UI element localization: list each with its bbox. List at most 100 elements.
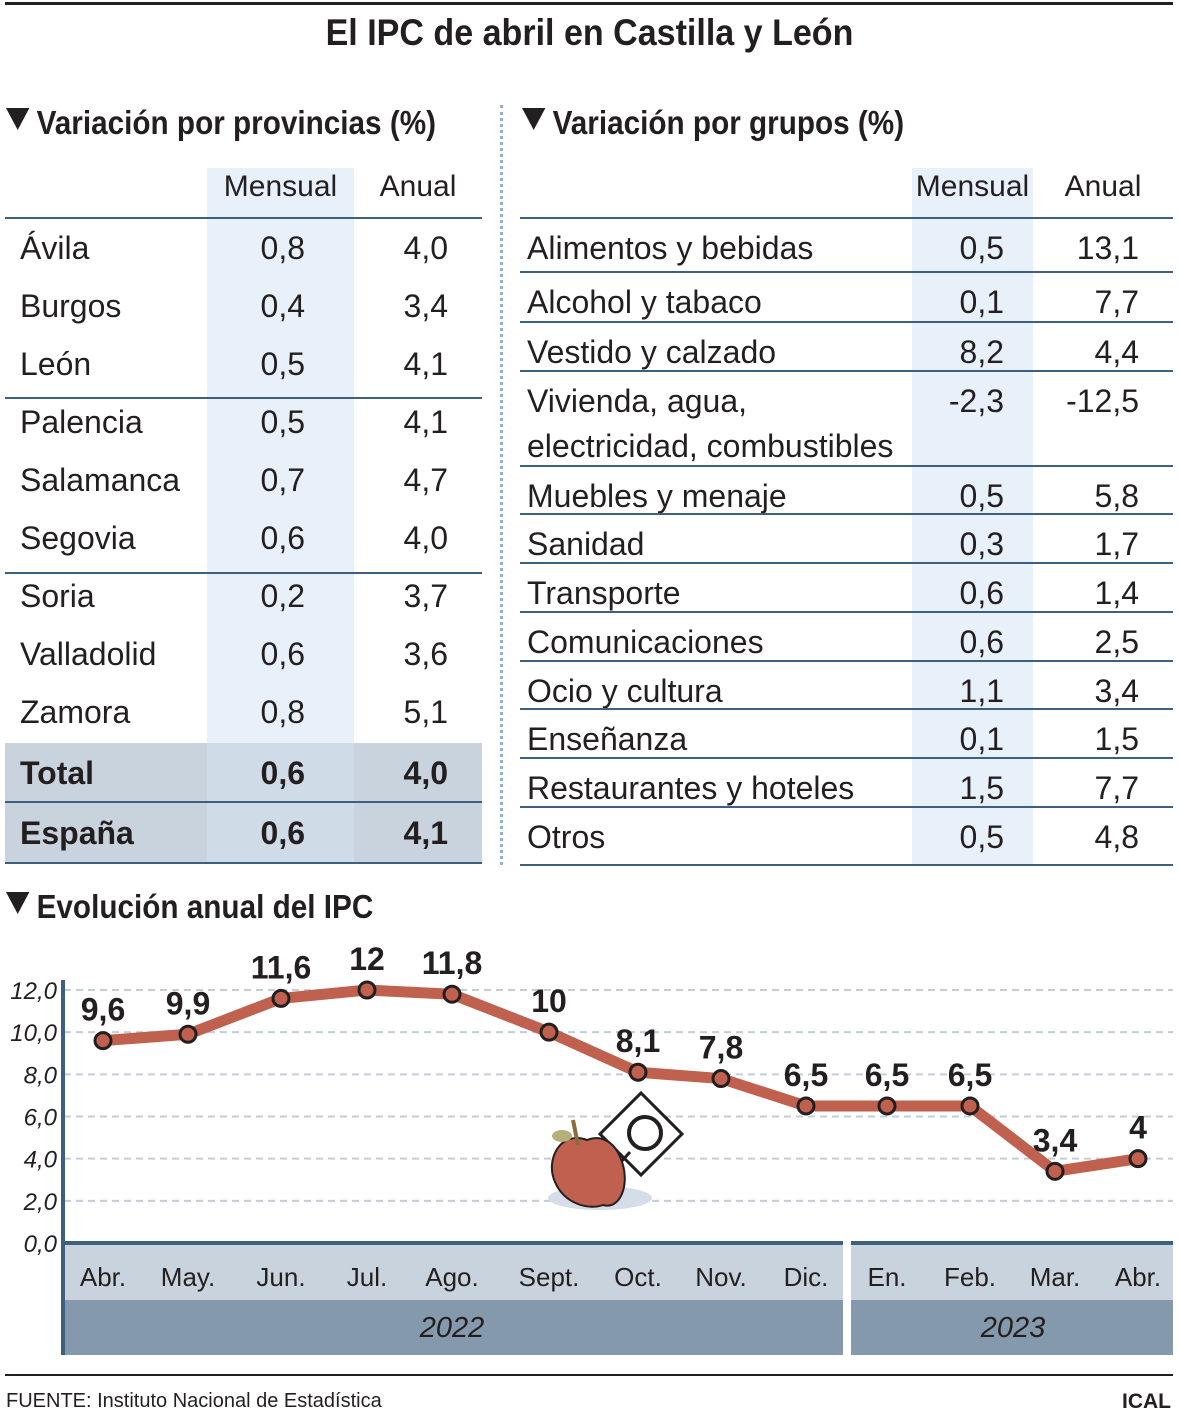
data-point <box>960 1096 980 1116</box>
mensual-value: 0,6 <box>260 636 305 672</box>
total-mensual: 0,6 <box>260 755 305 791</box>
group-name: Comunicaciones <box>527 624 764 660</box>
mensual-value: -2,3 <box>948 383 1004 419</box>
apple-euro-illustration <box>548 1090 685 1210</box>
espana-anual: 4,1 <box>403 815 448 851</box>
group-name-line2: electricidad, combustibles <box>527 428 894 464</box>
anual-value: 4,1 <box>403 404 448 440</box>
data-point <box>877 1096 897 1116</box>
data-label: 9,6 <box>81 992 125 1028</box>
data-label: 7,8 <box>699 1030 743 1066</box>
divider <box>500 105 503 865</box>
row-divider <box>520 660 1173 662</box>
group-name: Alimentos y bebidas <box>527 230 814 266</box>
x-tick-label: Oct. <box>614 1262 662 1292</box>
mensual-value: 0,8 <box>260 230 305 266</box>
data-label: 4 <box>1129 1110 1147 1146</box>
column-header-mensual: Mensual <box>223 170 338 203</box>
anual-value: 1,5 <box>1094 721 1139 757</box>
source-text: FUENTE: Instituto Nacional de Estadístic… <box>6 1390 382 1412</box>
mensual-value: 0,8 <box>260 694 305 730</box>
year-gap <box>843 1241 851 1357</box>
mensual-value: 0,5 <box>260 346 305 382</box>
total-anual: 4,0 <box>403 755 448 791</box>
mensual-value: 0,5 <box>959 230 1004 266</box>
anual-value: 13,1 <box>1076 230 1139 266</box>
year-band <box>62 1300 843 1355</box>
anual-value: 3,4 <box>1094 673 1139 709</box>
triangle-down-icon <box>6 892 30 914</box>
row-divider <box>5 572 482 574</box>
bottom-rule <box>5 1374 1173 1376</box>
mensual-value: 0,5 <box>959 478 1004 514</box>
row-divider <box>520 757 1173 759</box>
mensual-value: 0,4 <box>260 288 305 324</box>
mensual-value: 1,1 <box>959 673 1004 709</box>
province-name: Ávila <box>20 230 90 266</box>
row-divider <box>520 708 1173 710</box>
data-label: 6,5 <box>865 1057 909 1093</box>
x-tick-label: En. <box>867 1262 906 1292</box>
x-tick-label: Abr. <box>80 1262 126 1292</box>
group-name: Sanidad <box>527 526 645 562</box>
row-divider <box>5 862 482 864</box>
row-divider <box>520 321 1173 323</box>
anual-value: 5,8 <box>1094 478 1139 514</box>
x-tick-label: Abr. <box>1115 1262 1161 1292</box>
anual-value: 4,0 <box>403 230 448 266</box>
data-point <box>442 984 462 1004</box>
data-point <box>1045 1161 1065 1181</box>
group-name: Vivienda, agua, <box>527 383 748 419</box>
anual-value: 4,7 <box>403 462 448 498</box>
data-point <box>1128 1149 1148 1169</box>
column-header-anual: Anual <box>1064 170 1142 203</box>
page-title: El IPC de abril en Castilla y León <box>325 12 854 53</box>
row-divider <box>5 801 482 803</box>
province-name: León <box>20 346 92 382</box>
anual-value: 7,7 <box>1094 284 1139 320</box>
data-label: 6,5 <box>948 1057 992 1093</box>
x-tick-label: Ago. <box>425 1262 479 1292</box>
data-label: 9,9 <box>166 985 210 1021</box>
group-name: Muebles y menaje <box>527 478 787 514</box>
data-label: 8,1 <box>616 1023 660 1059</box>
group-name: Vestido y calzado <box>527 334 777 370</box>
row-divider <box>520 271 1173 273</box>
group-name: Alcohol y tabaco <box>527 284 762 320</box>
y-tick-label: 2,0 <box>23 1189 58 1216</box>
group-name: Otros <box>527 819 606 855</box>
row-divider <box>520 465 1173 467</box>
row-divider <box>5 397 482 399</box>
year-label: 2022 <box>419 1312 485 1344</box>
row-divider <box>520 806 1173 808</box>
mensual-value: 0,6 <box>959 624 1004 660</box>
y-tick-label: 6,0 <box>24 1105 58 1132</box>
mensual-value: 0,1 <box>959 721 1004 757</box>
x-tick-label: Mar. <box>1030 1262 1081 1292</box>
column-header-anual: Anual <box>379 170 457 203</box>
anual-value: 3,4 <box>403 288 448 324</box>
anual-value: 1,4 <box>1094 575 1139 611</box>
anual-value: -12,5 <box>1066 383 1139 419</box>
data-point <box>93 1031 113 1051</box>
brand-logo: ICAL <box>1122 1390 1171 1413</box>
data-point <box>357 980 377 1000</box>
anual-value: 3,7 <box>403 578 448 614</box>
province-name: Zamora <box>20 694 131 730</box>
month-band <box>851 1243 1173 1300</box>
anual-value: 4,4 <box>1094 334 1139 370</box>
chart-heading: Evolución anual del IPC <box>6 888 373 926</box>
y-tick-label: 10,0 <box>10 1020 57 1047</box>
x-tick-label: May. <box>161 1262 215 1292</box>
province-name: Valladolid <box>20 636 157 672</box>
row-divider <box>5 217 482 219</box>
grupos-heading: Variación por grupos (%) <box>522 104 904 142</box>
x-tick-label: Dic. <box>784 1262 829 1292</box>
year-label: 2023 <box>980 1312 1046 1344</box>
row-divider <box>520 370 1173 372</box>
anual-value: 3,6 <box>403 636 448 672</box>
mensual-value: 0,6 <box>959 575 1004 611</box>
mensual-value: 0,1 <box>959 284 1004 320</box>
mensual-value: 0,6 <box>260 520 305 556</box>
